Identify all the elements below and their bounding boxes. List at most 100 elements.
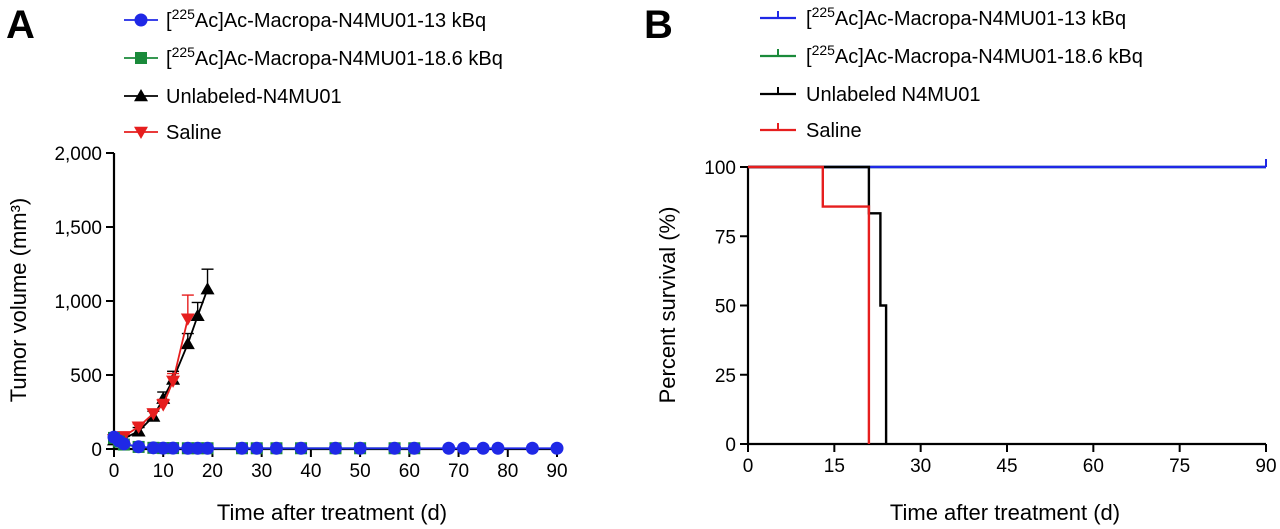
survival-step-line bbox=[748, 165, 871, 444]
legend-b-label-1-pre: [ bbox=[806, 46, 812, 68]
legend-a-marker-2 bbox=[134, 89, 148, 102]
legend-a-marker-3 bbox=[134, 126, 148, 139]
data-point bbox=[388, 441, 402, 455]
legend-b-label-1-post: Ac]Ac-Macropa-N4MU01-18.6 kBq bbox=[835, 46, 1143, 68]
legend-a-label-1: [225Ac]Ac-Macropa-N4MU01-18.6 kBq bbox=[166, 44, 503, 70]
data-point bbox=[525, 441, 539, 455]
legend-a-label-0: [225Ac]Ac-Macropa-N4MU01-13 kBq bbox=[166, 6, 486, 32]
x-tick-label: 10 bbox=[153, 461, 174, 482]
series-a-3 bbox=[107, 294, 195, 447]
data-point bbox=[269, 441, 283, 455]
x-tick-label: 75 bbox=[1169, 456, 1190, 477]
legend-a-label-0-sup: 225 bbox=[172, 6, 196, 22]
data-point bbox=[180, 336, 195, 350]
legend-a-label-0-pre: [ bbox=[166, 10, 172, 32]
data-point bbox=[166, 441, 180, 455]
x-tick-label: 15 bbox=[824, 456, 845, 477]
x-tick-label: 20 bbox=[202, 461, 223, 482]
legend-b-label-0: [225Ac]Ac-Macropa-N4MU01-13 kBq bbox=[806, 4, 1126, 30]
legend-a: [225Ac]Ac-Macropa-N4MU01-13 kBq[225Ac]Ac… bbox=[124, 6, 503, 144]
x-tick-label: 60 bbox=[1083, 456, 1104, 477]
data-point bbox=[250, 441, 264, 455]
chart-a-axes: 0 10 20 30 40 50 60 70 80 90 0 500 1,000 1,500 2,000 bbox=[54, 144, 567, 482]
panel-label-a: A bbox=[6, 3, 35, 47]
chart-a-ylabel: Tumor volume (mm³) bbox=[6, 198, 31, 403]
legend-b-label-1-sup: 225 bbox=[812, 42, 836, 58]
y-tick-label: 0 bbox=[725, 435, 736, 456]
data-point bbox=[131, 421, 146, 434]
data-point bbox=[132, 440, 146, 454]
legend-a-label-1-sup: 225 bbox=[172, 44, 196, 60]
y-tick-label: 1,000 bbox=[54, 292, 102, 313]
data-point bbox=[476, 441, 490, 455]
survival-series-3 bbox=[748, 165, 871, 444]
data-point bbox=[146, 441, 160, 455]
legend-b-label-1: [225Ac]Ac-Macropa-N4MU01-18.6 kBq bbox=[806, 42, 1143, 68]
data-point bbox=[550, 441, 564, 455]
x-tick-label: 0 bbox=[743, 456, 754, 477]
y-tick-label: 50 bbox=[715, 297, 736, 318]
legend-b-label-3: Saline bbox=[806, 120, 862, 142]
legend-b-label-0-pre: [ bbox=[806, 8, 812, 30]
data-point bbox=[156, 399, 171, 412]
data-point bbox=[200, 282, 215, 295]
x-tick-label: 70 bbox=[448, 461, 469, 482]
legend-a-label-1-post: Ac]Ac-Macropa-N4MU01-18.6 kBq bbox=[195, 48, 503, 70]
data-point bbox=[329, 441, 342, 455]
survival-step-line bbox=[748, 165, 888, 444]
data-point bbox=[180, 313, 195, 326]
series-a-2 bbox=[107, 268, 215, 446]
data-point bbox=[456, 441, 470, 455]
legend-b: [225Ac]Ac-Macropa-N4MU01-13 kBq[225Ac]Ac… bbox=[760, 4, 1143, 142]
legend-a-label-2: Unlabeled-N4MU01 bbox=[166, 86, 342, 108]
legend-a-label-3: Saline bbox=[166, 122, 222, 144]
legend-b-label-2: Unlabeled N4MU01 bbox=[806, 84, 981, 106]
y-tick-label: 1,500 bbox=[54, 218, 102, 239]
data-point bbox=[181, 441, 195, 455]
y-tick-label: 75 bbox=[715, 227, 736, 248]
panel-label-b: B bbox=[644, 3, 673, 47]
legend-a-marker-1 bbox=[135, 52, 147, 64]
data-point bbox=[146, 408, 161, 421]
data-point bbox=[156, 441, 170, 455]
x-tick-label: 80 bbox=[497, 461, 518, 482]
x-tick-label: 40 bbox=[300, 461, 321, 482]
chart-b-ylabel: Percent survival (%) bbox=[655, 207, 680, 404]
x-tick-label: 0 bbox=[109, 461, 120, 482]
chart-a-xlabel: Time after treatment (d) bbox=[217, 500, 447, 525]
legend-a-label-1-pre: [ bbox=[166, 48, 172, 70]
chart-b-plot bbox=[748, 159, 1267, 444]
data-point bbox=[117, 437, 131, 451]
x-tick-label: 30 bbox=[910, 456, 931, 477]
legend-b-label-0-post: Ac]Ac-Macropa-N4MU01-13 kBq bbox=[835, 8, 1126, 30]
chart-b-xlabel: Time after treatment (d) bbox=[890, 500, 1120, 525]
legend-a-marker-0 bbox=[134, 13, 148, 27]
series-a-0 bbox=[107, 430, 564, 455]
survival-series-2 bbox=[748, 165, 888, 444]
data-point bbox=[191, 441, 205, 455]
x-tick-label: 60 bbox=[399, 461, 420, 482]
data-point bbox=[201, 441, 215, 455]
series-line bbox=[113, 288, 209, 441]
data-point bbox=[491, 441, 505, 455]
y-tick-label: 25 bbox=[715, 366, 736, 387]
y-tick-label: 2,000 bbox=[54, 144, 102, 165]
data-point bbox=[190, 308, 205, 322]
data-point bbox=[235, 441, 249, 455]
x-tick-label: 90 bbox=[1255, 456, 1276, 477]
y-tick-label: 100 bbox=[704, 158, 736, 179]
x-tick-label: 90 bbox=[546, 461, 567, 482]
data-point bbox=[442, 441, 456, 455]
data-point bbox=[353, 441, 367, 455]
legend-b-label-0-sup: 225 bbox=[812, 4, 836, 20]
legend-a-label-0-post: Ac]Ac-Macropa-N4MU01-13 kBq bbox=[195, 10, 486, 32]
data-point bbox=[166, 375, 181, 388]
chart-a-plot bbox=[107, 268, 564, 455]
x-tick-label: 30 bbox=[251, 461, 272, 482]
x-tick-label: 50 bbox=[350, 461, 371, 482]
data-point bbox=[294, 441, 308, 455]
chart-b-axes: 0 15 30 45 60 75 90 0 25 50 75 100 bbox=[704, 158, 1276, 477]
data-point bbox=[407, 441, 421, 455]
y-tick-label: 500 bbox=[70, 366, 102, 387]
